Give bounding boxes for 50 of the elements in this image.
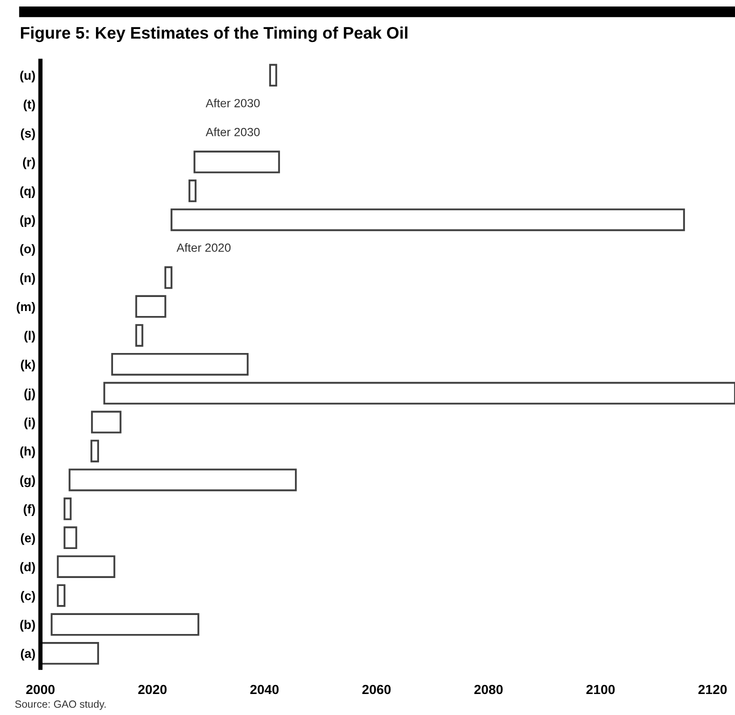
y-tick-label: (q) (20, 186, 35, 198)
bar (68, 468, 297, 492)
x-tick-label: 2040 (250, 684, 279, 694)
y-tick-label: (s) (20, 128, 35, 140)
bar (103, 382, 735, 405)
y-tick-label: (j) (24, 388, 35, 400)
y-tick-label: (c) (20, 591, 35, 603)
y-tick-label: (t) (24, 100, 35, 112)
bar (56, 584, 66, 607)
bar (91, 410, 122, 434)
bar (90, 440, 100, 462)
annotation: After 2030 (206, 98, 260, 108)
y-tick-label: (u) (20, 70, 35, 82)
bar (64, 498, 72, 520)
bar (194, 150, 280, 174)
x-tick-label: 2100 (586, 684, 615, 694)
bar (56, 555, 116, 578)
y-tick-label: (l) (24, 330, 35, 343)
bar (135, 324, 144, 347)
y-tick-label: (n) (20, 273, 35, 285)
x-tick-label: 2020 (138, 684, 167, 694)
y-tick-label: (o) (20, 244, 35, 256)
annotation: After 2020 (176, 243, 231, 252)
annotation: After 2030 (206, 128, 260, 136)
bar (135, 295, 166, 318)
bar (50, 613, 200, 636)
y-tick-label: (e) (20, 533, 35, 545)
y-tick-label: (b) (20, 620, 35, 632)
y-tick-label: (k) (20, 360, 35, 372)
source-note: Source: GAO study. (15, 700, 106, 710)
y-tick-label: (m) (16, 302, 35, 314)
y-tick-label: (a) (20, 648, 35, 660)
y-tick-label: (h) (20, 446, 35, 458)
chart-title: Figure 5: Key Estimates of the Timing of Peak Oil (20, 26, 408, 42)
y-tick-label: (g) (20, 475, 35, 488)
bar (188, 180, 196, 202)
bar (111, 352, 249, 376)
y-tick-label: (p) (20, 215, 35, 227)
y-tick-label: (r) (22, 157, 35, 170)
bar (170, 208, 685, 232)
x-tick-label: 2080 (474, 684, 503, 694)
bar (164, 266, 172, 289)
y-tick-label: (f) (24, 504, 35, 516)
bar (269, 64, 278, 87)
y-tick-label: (d) (20, 562, 35, 574)
x-tick-label: 2120 (698, 684, 727, 694)
y-tick-label: (i) (24, 418, 35, 430)
x-tick-label: 2060 (362, 684, 391, 694)
bar (64, 526, 78, 550)
x-tick-label: 2000 (26, 684, 55, 694)
